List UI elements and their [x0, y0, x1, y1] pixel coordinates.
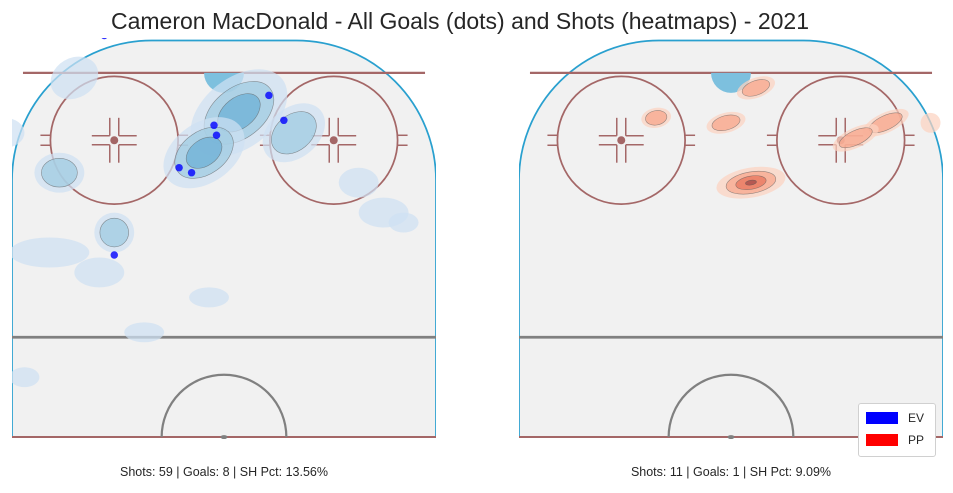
rink-plot-ev: [12, 38, 436, 440]
goal-dot: [265, 91, 273, 100]
legend-item-pp: PP: [866, 433, 924, 447]
heatmap-contour: [920, 112, 941, 133]
goal-dot: [175, 163, 183, 172]
goal-dot: [280, 116, 288, 125]
center-dot: [220, 435, 228, 440]
center-dot: [727, 435, 735, 440]
rink-plot-pp: [519, 39, 943, 440]
center-circle: [160, 373, 288, 438]
heatmap-contour: [41, 158, 78, 188]
goal-dot: [101, 38, 108, 40]
heatmap-contour: [12, 118, 25, 147]
faceoff-circle-left: [547, 75, 696, 205]
rink-surface: [12, 39, 436, 440]
heatmap-contour: [189, 287, 229, 308]
heatmap-contour: [12, 237, 90, 268]
heatmap-contour: [388, 212, 419, 233]
legend-swatch-pp: [866, 434, 898, 446]
goal-dot: [210, 121, 218, 130]
legend-item-ev: EV: [866, 411, 924, 425]
boards: [12, 39, 436, 438]
shot-heatmap: [641, 76, 941, 199]
heatmap-contour: [741, 79, 770, 97]
heatmap-contour: [50, 56, 99, 100]
heatmap-contour: [124, 322, 165, 343]
heatmap-contour: [74, 257, 125, 288]
faceoff-ring: [556, 75, 686, 205]
goal-markers: [101, 38, 288, 259]
legend-swatch-ev: [866, 412, 898, 424]
heatmap-contour: [745, 179, 757, 186]
faceoff-dot: [329, 136, 338, 145]
center-circle: [667, 373, 795, 438]
goal-dot: [187, 168, 196, 177]
legend: EV PP: [858, 403, 936, 457]
rink-surface: [519, 39, 943, 440]
legend-label-pp: PP: [908, 433, 925, 447]
faceoff-ring: [776, 75, 906, 205]
shot-stats-pp: Shots: 11 | Goals: 1 | SH Pct: 9.09%: [630, 465, 832, 479]
legend-label-ev: EV: [908, 411, 925, 425]
heatmap-contour: [12, 367, 40, 388]
goal-dot: [110, 251, 118, 259]
heatmap-contour: [99, 217, 129, 248]
rink-ice: [519, 40, 943, 438]
heatmap-contour: [838, 127, 873, 149]
heatmap-contour: [645, 110, 668, 126]
heatmap-contour: [338, 167, 379, 198]
heatmap-contour: [185, 136, 223, 169]
chart-title: Cameron MacDonald - All Goals (dots) and…: [111, 8, 809, 34]
goal-dot: [212, 131, 221, 140]
faceoff-dot: [617, 136, 626, 145]
heatmap-contour: [711, 114, 741, 131]
shot-stats-ev: Shots: 59 | Goals: 8 | SH Pct: 13.56%: [120, 465, 328, 479]
faceoff-dot: [110, 136, 119, 145]
